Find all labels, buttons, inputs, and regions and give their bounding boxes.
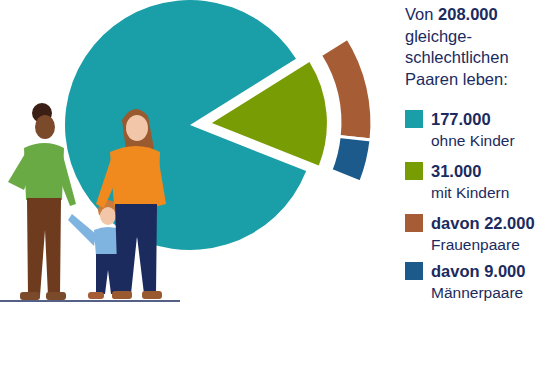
shoe: [142, 291, 162, 299]
legend-swatch: [405, 162, 423, 180]
pie: [65, 0, 372, 250]
arm: [68, 214, 96, 246]
arm: [8, 152, 32, 190]
legend-value: 31.000: [431, 162, 481, 180]
chart-svg: Von 208.000 gleichge-schlechtlichen Paaren…: [0, 0, 555, 382]
title-line: Paaren leben:: [405, 70, 508, 88]
chart-container: Von 208.000 gleichge-schlechtlichen Paaren…: [0, 0, 555, 382]
title-number: 208.000: [438, 5, 498, 23]
legend-swatch: [405, 110, 423, 128]
arm: [56, 152, 76, 206]
legend-value: davon 22.000: [431, 214, 535, 232]
ground-line: [0, 300, 180, 302]
title-line: Von 208.000: [405, 5, 498, 23]
title: Von 208.000 gleichge-schlechtlichen Paaren…: [405, 5, 509, 88]
title-line: gleichge-: [405, 27, 472, 45]
title-line: schlechtlichen: [405, 48, 509, 66]
legend-swatch: [405, 262, 423, 280]
breakdown-segment: [331, 137, 371, 182]
legend-label: Frauenpaare: [431, 236, 520, 253]
shoe: [20, 292, 40, 300]
legend-value: davon 9.000: [431, 262, 525, 280]
shoe: [46, 292, 66, 300]
illustration: [0, 103, 180, 301]
legend-value: 177.000: [431, 110, 491, 128]
legend-label: ohne Kinder: [431, 132, 515, 149]
title-text: Von: [405, 5, 438, 23]
legs: [27, 198, 61, 296]
legs: [96, 254, 120, 294]
arm: [96, 156, 120, 208]
arm: [150, 156, 166, 206]
shoe: [88, 292, 104, 299]
legs: [115, 204, 157, 294]
head: [126, 115, 148, 141]
head: [35, 115, 55, 139]
legend: 177.000 ohne Kinder 31.000 mit Kindern davon…: [405, 110, 535, 301]
legend-label: mit Kindern: [431, 184, 509, 201]
pie-slice: [212, 62, 327, 165]
head: [100, 207, 116, 225]
legend-label: Männerpaare: [431, 284, 523, 301]
legend-swatch: [405, 214, 423, 232]
shoe: [112, 291, 132, 299]
breakdown-segment: [320, 38, 371, 140]
